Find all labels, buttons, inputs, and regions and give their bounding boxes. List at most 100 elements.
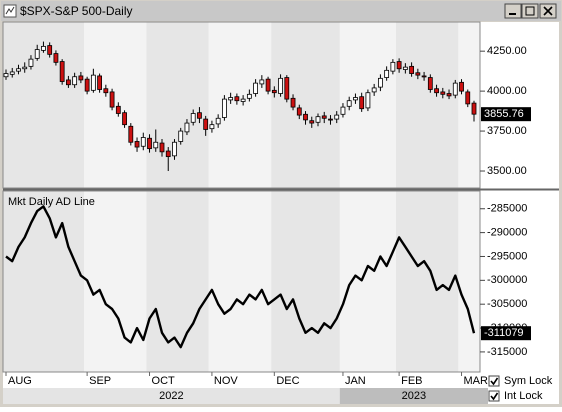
candle-body bbox=[109, 91, 115, 108]
candle-body bbox=[159, 142, 165, 153]
candle-body bbox=[203, 118, 209, 130]
candle-body bbox=[290, 97, 296, 108]
candle-body bbox=[3, 73, 9, 78]
candle-body bbox=[22, 66, 28, 70]
month-band bbox=[271, 22, 340, 188]
window-title: $SPX-S&P 500-Daily bbox=[20, 4, 133, 18]
x-tick-label: AUG bbox=[8, 375, 32, 387]
candle-body bbox=[34, 49, 40, 59]
lock-checkbox[interactable] bbox=[488, 390, 500, 402]
candle-body bbox=[97, 75, 102, 90]
candle-body bbox=[278, 77, 283, 94]
month-band bbox=[208, 22, 272, 188]
candle-body bbox=[334, 114, 340, 120]
last-value-label: 3855.76 bbox=[484, 108, 524, 120]
x-tick-label: JAN bbox=[345, 375, 366, 387]
candle-body bbox=[402, 66, 408, 70]
candle-body bbox=[184, 122, 190, 133]
candle-body bbox=[321, 115, 327, 119]
y-tick-label: -295000 bbox=[487, 250, 527, 262]
candle-body bbox=[16, 68, 21, 72]
candle-body bbox=[209, 124, 215, 130]
candle-body bbox=[41, 45, 46, 51]
candle-body bbox=[66, 79, 71, 86]
candle-body bbox=[365, 92, 371, 109]
candle-body bbox=[384, 69, 390, 78]
candle-body bbox=[396, 61, 402, 70]
month-band bbox=[84, 22, 147, 188]
candle-body bbox=[390, 61, 396, 72]
last-value-box bbox=[481, 107, 531, 122]
y-tick-label: 4000.00 bbox=[487, 85, 527, 97]
candle-body bbox=[115, 105, 121, 114]
candle-body bbox=[353, 97, 358, 101]
candle-body bbox=[84, 78, 90, 92]
candle-body bbox=[221, 98, 227, 118]
lock-label: Int Lock bbox=[504, 390, 543, 402]
ad-line bbox=[5, 205, 476, 349]
candle-body bbox=[134, 141, 140, 148]
lock-label: Sym Lock bbox=[504, 375, 553, 387]
candle-body bbox=[471, 102, 477, 115]
y-tick-label: 3500.00 bbox=[487, 165, 527, 177]
candle-body bbox=[284, 77, 290, 100]
candle-body bbox=[153, 141, 159, 149]
candle-body bbox=[303, 113, 308, 121]
candle-body bbox=[59, 61, 65, 82]
lock-checkbox[interactable] bbox=[488, 375, 500, 387]
candle-body bbox=[253, 82, 259, 94]
month-band bbox=[3, 191, 84, 372]
candle-body bbox=[215, 117, 221, 125]
window-buttons[interactable] bbox=[504, 3, 557, 19]
candle-body bbox=[90, 74, 96, 91]
minimize-button[interactable] bbox=[504, 3, 522, 19]
month-band bbox=[396, 22, 459, 188]
month-band bbox=[458, 191, 480, 372]
month-band bbox=[458, 22, 480, 188]
y-tick-label: -315000 bbox=[487, 346, 527, 358]
year-label: 2022 bbox=[159, 390, 183, 402]
candle-body bbox=[409, 65, 415, 74]
candle-body bbox=[190, 113, 196, 123]
close-glyph bbox=[543, 6, 553, 16]
candle-body bbox=[427, 77, 433, 90]
candle-body bbox=[246, 93, 252, 99]
candle-body bbox=[259, 79, 265, 85]
candle-body bbox=[440, 91, 446, 95]
x-tick-label: NOV bbox=[214, 375, 239, 387]
candle-body bbox=[240, 98, 246, 102]
y-tick-label: -285000 bbox=[487, 203, 527, 215]
candle-body bbox=[328, 118, 333, 121]
candle-body bbox=[172, 141, 177, 157]
window-icon-glyph bbox=[5, 6, 15, 15]
candle-body bbox=[140, 137, 146, 147]
candle-body bbox=[197, 112, 202, 119]
last-value-label: -311079 bbox=[484, 327, 524, 339]
candle-body bbox=[47, 45, 53, 55]
candle-body bbox=[147, 137, 152, 150]
checkmark bbox=[490, 377, 499, 386]
candle-body bbox=[228, 97, 234, 101]
candle-body bbox=[178, 130, 184, 142]
candle-body bbox=[446, 93, 452, 97]
candle-body bbox=[128, 125, 134, 143]
maximize-button[interactable] bbox=[521, 3, 539, 19]
candle-body bbox=[346, 100, 352, 107]
y-tick-label: -290000 bbox=[487, 227, 527, 239]
x-tick-label: OCT bbox=[152, 375, 176, 387]
candle-body bbox=[340, 106, 346, 115]
candle-body bbox=[309, 120, 315, 124]
candle-body bbox=[296, 107, 302, 116]
y-tick-label: 3750.00 bbox=[487, 125, 527, 137]
candle-body bbox=[271, 89, 277, 94]
candle-body bbox=[465, 91, 471, 105]
month-band bbox=[208, 191, 272, 372]
candle-body bbox=[78, 75, 84, 81]
year-band bbox=[339, 388, 488, 404]
maximize-glyph bbox=[525, 6, 535, 16]
y-tick-label: -305000 bbox=[487, 298, 527, 310]
month-band bbox=[146, 22, 209, 188]
y-tick-label: 4250.00 bbox=[487, 45, 527, 57]
candle-body bbox=[234, 96, 240, 102]
